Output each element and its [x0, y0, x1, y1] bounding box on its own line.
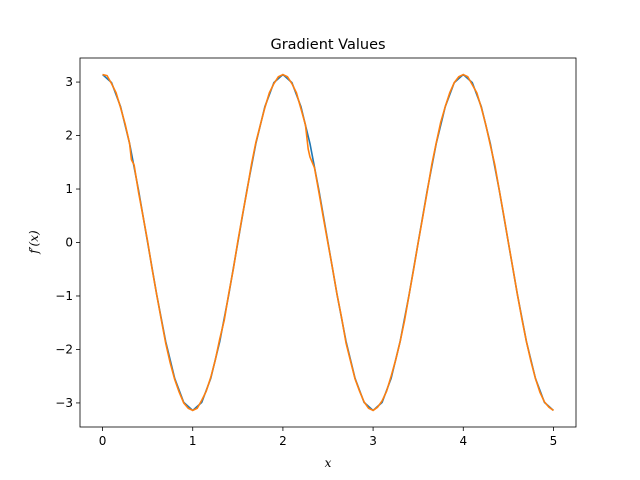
- axes: 0 1 2 3 4 5 −3 −2 −1 0 1 2 3: [55, 57, 577, 448]
- series-line-2: [102, 73, 554, 412]
- y-tick-label: −3: [55, 396, 73, 410]
- x-tick-label: 2: [279, 434, 287, 448]
- y-axis-label: f′(x): [27, 230, 41, 255]
- x-tick-label: 1: [189, 434, 197, 448]
- x-tick-label: 4: [459, 434, 467, 448]
- y-tick-label: 3: [65, 75, 73, 89]
- y-tick-label: −1: [55, 289, 73, 303]
- x-tick-label: 3: [369, 434, 377, 448]
- y-tick-label: 2: [65, 129, 73, 143]
- x-tick-label: 0: [99, 434, 107, 448]
- chart-title: Gradient Values: [270, 37, 385, 53]
- x-axis-label: x: [325, 456, 332, 470]
- y-tick-label: 0: [65, 236, 73, 250]
- y-tick-label: −2: [55, 342, 73, 356]
- plot-area: [102, 73, 554, 412]
- x-tick-label: 5: [550, 434, 558, 448]
- y-tick-label: 1: [65, 182, 73, 196]
